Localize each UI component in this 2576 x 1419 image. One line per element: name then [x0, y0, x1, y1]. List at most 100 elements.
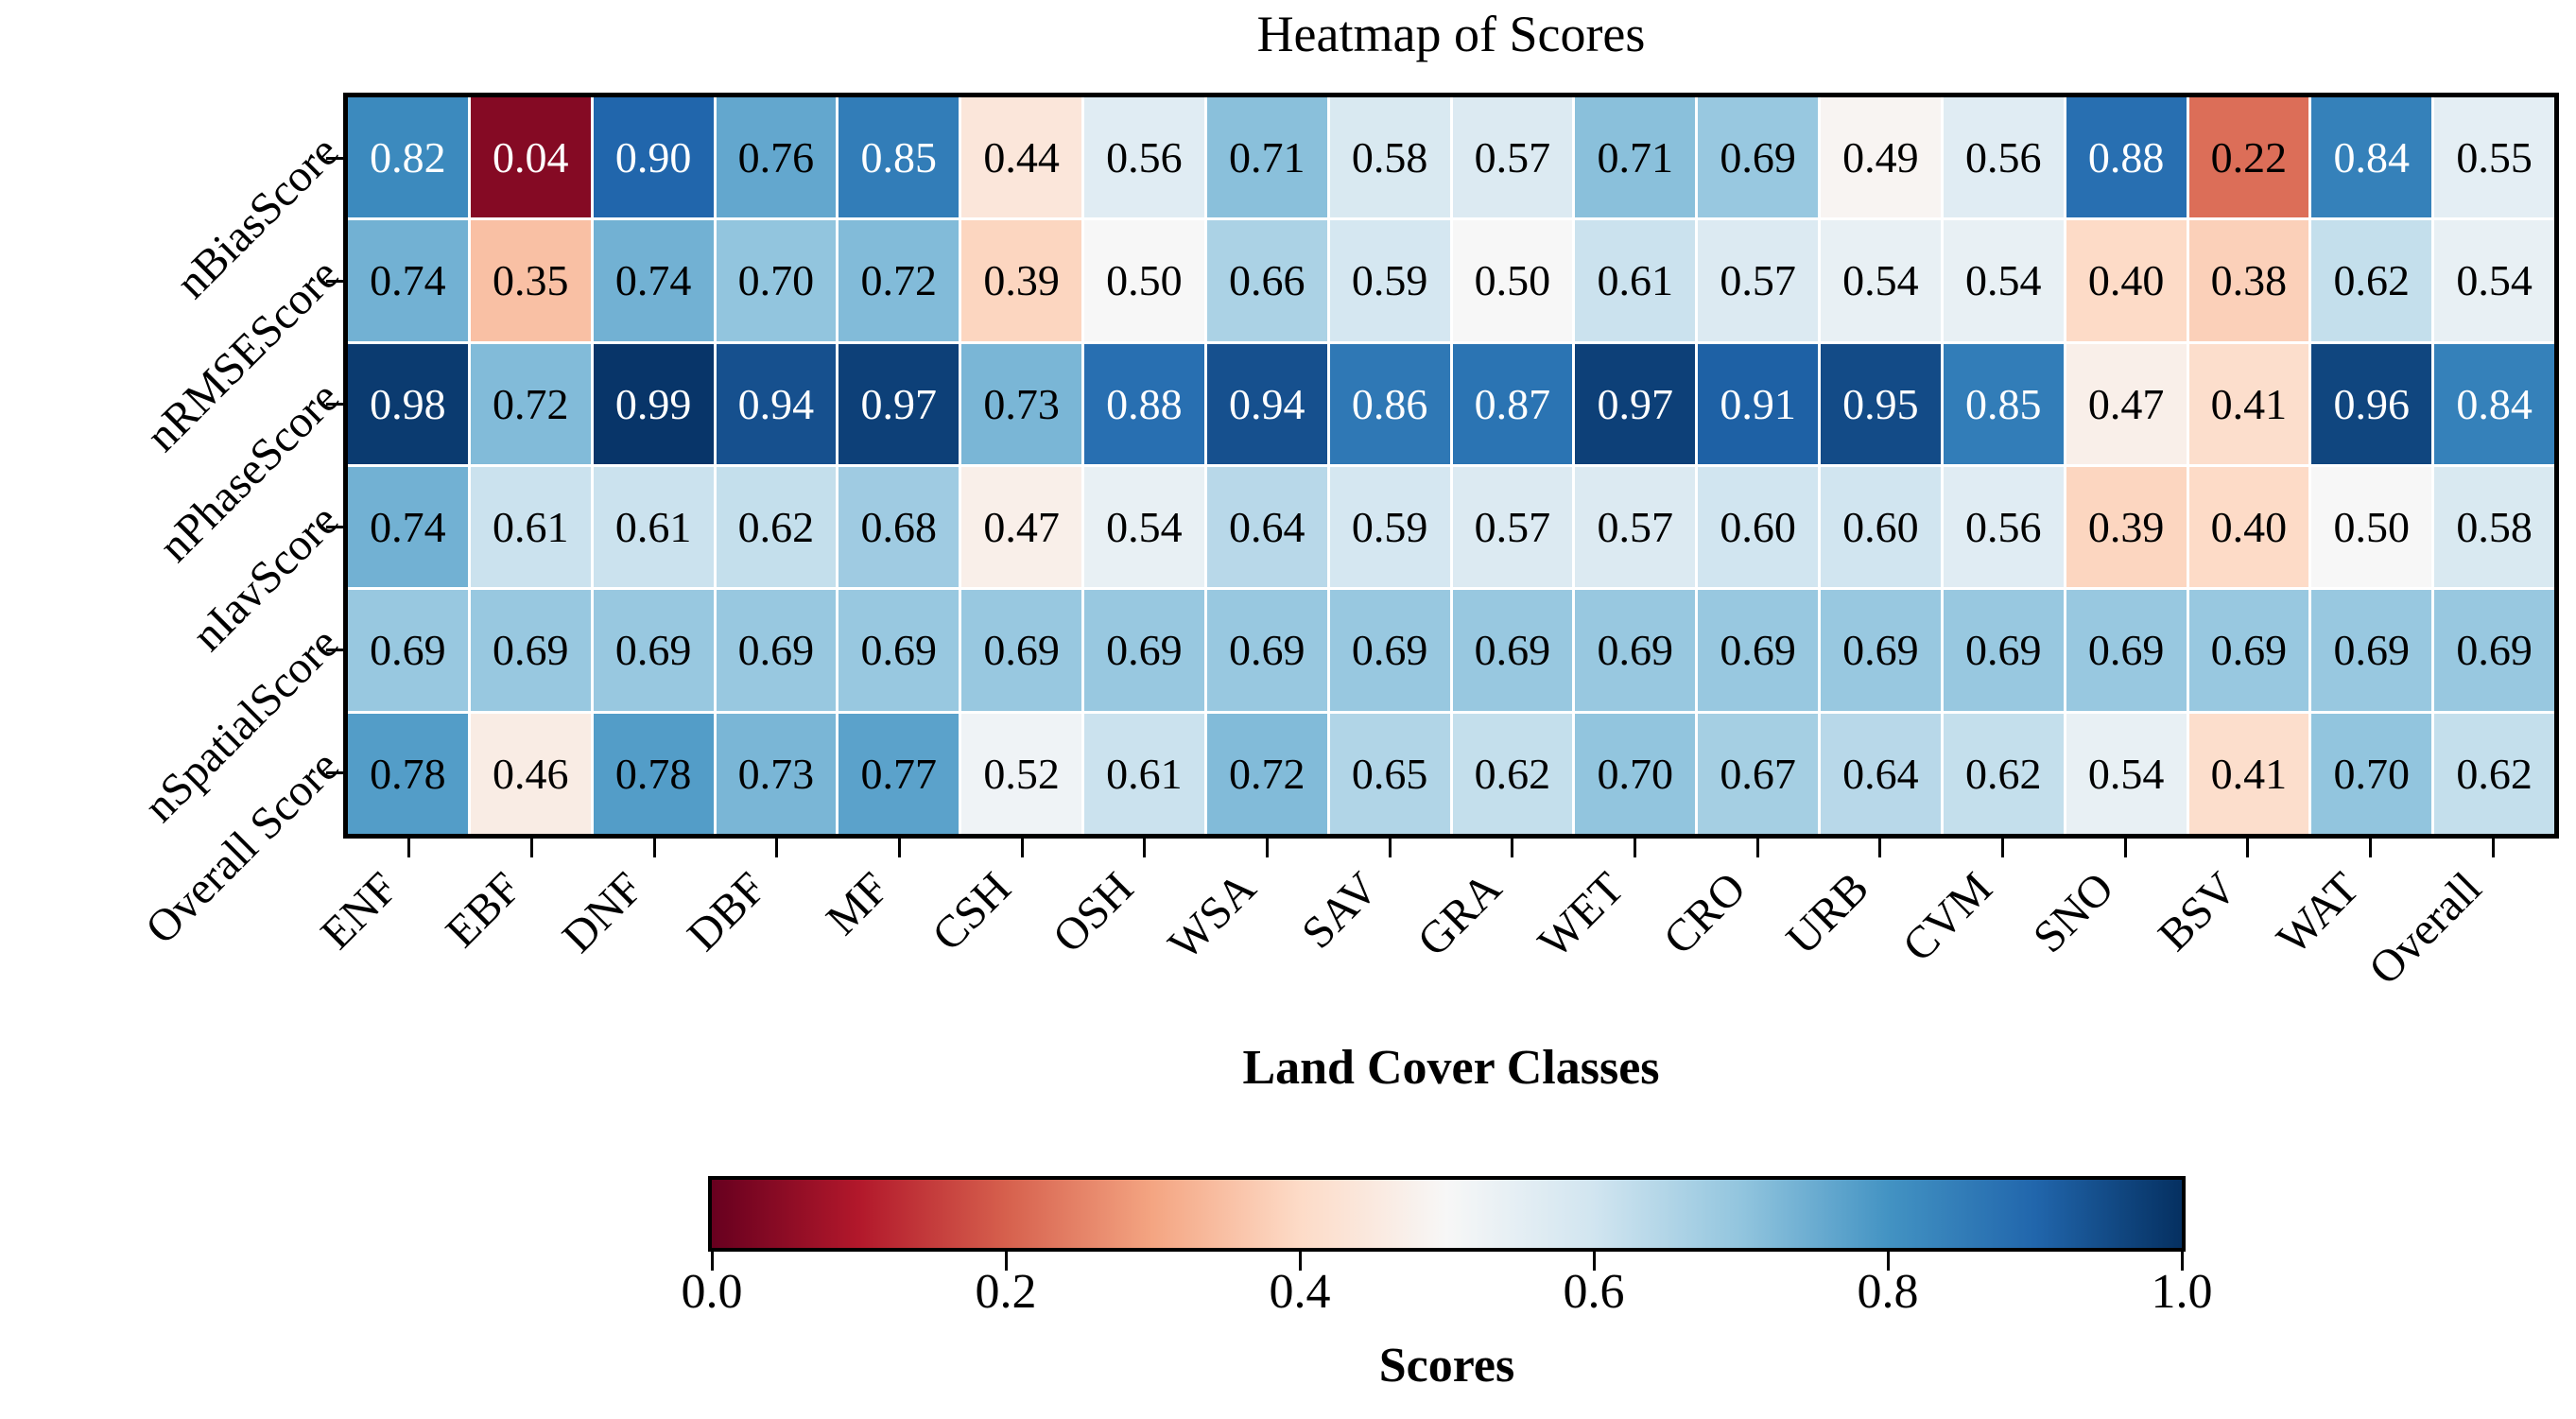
heatmap-cell: 0.41 [2188, 713, 2309, 834]
x-axis-tick [1388, 839, 1392, 857]
x-axis-tick [2123, 839, 2127, 857]
colorbar-label: Scores [1378, 1339, 1515, 1393]
x-tick-label-enf: ENF [311, 862, 407, 960]
heatmap-cell: 0.60 [1698, 467, 1818, 588]
x-axis-tick [652, 839, 656, 857]
colorbar-tick [2180, 1252, 2184, 1271]
heatmap-cell: 0.71 [1206, 97, 1327, 218]
heatmap-cell: 0.77 [838, 713, 960, 834]
heatmap-grid: 0.82 0.04 0.90 0.76 0.85 0.44 0.56 0.71 0.58 0.57… [343, 93, 2559, 839]
heatmap-cell: 0.70 [1575, 713, 1696, 834]
x-tick-label-osh: OSH [1043, 862, 1144, 963]
heatmap-cell: 0.69 [2188, 590, 2309, 711]
heatmap-cell: 0.82 [348, 97, 468, 218]
heatmap-cell: 0.69 [593, 590, 714, 711]
heatmap-cell: 0.70 [716, 220, 837, 341]
heatmap-cell: 0.50 [1452, 220, 1573, 341]
heatmap-cell: 0.72 [1206, 713, 1327, 834]
heatmap-cell: 0.69 [1575, 590, 1696, 711]
heatmap-cell: 0.87 [1452, 343, 1573, 464]
x-tick-label-cvm: CVM [1893, 862, 2002, 972]
x-tick-label-overall: Overall [2360, 862, 2492, 995]
heatmap-cell: 0.22 [2188, 97, 2309, 218]
heatmap-cell: 0.78 [593, 713, 714, 834]
heatmap-cell: 0.69 [348, 590, 468, 711]
heatmap-cell: 0.72 [470, 343, 591, 464]
x-axis-tick [775, 839, 779, 857]
heatmap-cell: 0.38 [2188, 220, 2309, 341]
heatmap-cell: 0.64 [1206, 467, 1327, 588]
chart-title: Heatmap of Scores [1256, 6, 1646, 62]
x-axis-tick [1511, 839, 1514, 857]
x-tick-label-sno: SNO [2023, 862, 2124, 963]
heatmap-cell: 0.50 [2311, 467, 2432, 588]
heatmap-cell: 0.44 [961, 97, 1081, 218]
heatmap-cell: 0.54 [2434, 220, 2554, 341]
heatmap-cell: 0.96 [2311, 343, 2432, 464]
heatmap-cell: 0.54 [1821, 220, 1941, 341]
x-tick-label-wet: WET [1528, 862, 1634, 968]
heatmap-cell: 0.86 [1329, 343, 1450, 464]
heatmap-cell: 0.68 [838, 467, 960, 588]
heatmap-cell: 0.69 [1943, 590, 2064, 711]
heatmap-cell: 0.69 [961, 590, 1081, 711]
heatmap-cell: 0.57 [1452, 97, 1573, 218]
heatmap-cell: 0.69 [2434, 590, 2554, 711]
heatmap-cell: 0.69 [1698, 590, 1818, 711]
heatmap-cell: 0.69 [1206, 590, 1327, 711]
x-axis-tick [1878, 839, 1882, 857]
heatmap-cell: 0.40 [2188, 467, 2309, 588]
heatmap-cell: 0.56 [1943, 97, 2064, 218]
heatmap-cell: 0.54 [1084, 467, 1204, 588]
heatmap-cell: 0.40 [2066, 220, 2187, 341]
heatmap-cell: 0.74 [593, 220, 714, 341]
x-axis-tick [530, 839, 533, 857]
heatmap-cell: 0.58 [1329, 97, 1450, 218]
heatmap-cell: 0.69 [2066, 590, 2187, 711]
y-axis-tick [326, 280, 343, 284]
colorbar-tick [710, 1252, 714, 1271]
heatmap-cell: 0.69 [716, 590, 837, 711]
x-axis-tick [2369, 839, 2372, 857]
x-tick-label-cro: CRO [1653, 862, 1756, 964]
y-axis-tick [326, 525, 343, 528]
heatmap-cell: 0.57 [1452, 467, 1573, 588]
x-axis-tick [1020, 839, 1024, 857]
y-axis-tick [326, 770, 343, 774]
x-tick-label-wsa: WSA [1158, 862, 1266, 970]
heatmap-cell: 0.69 [838, 590, 960, 711]
heatmap-cell: 0.66 [1206, 220, 1327, 341]
heatmap-cell: 0.73 [716, 713, 837, 834]
x-tick-label-mf: MF [816, 862, 899, 945]
heatmap-cell: 0.62 [1452, 713, 1573, 834]
heatmap-cell: 0.41 [2188, 343, 2309, 464]
heatmap-cell: 0.88 [2066, 97, 2187, 218]
x-axis-tick [2001, 839, 2004, 857]
x-axis-tick [1755, 839, 1759, 857]
heatmap-cell: 0.84 [2434, 343, 2554, 464]
heatmap-cell: 0.72 [838, 220, 960, 341]
heatmap-cell: 0.60 [1821, 467, 1941, 588]
heatmap-cell: 0.62 [2434, 713, 2554, 834]
heatmap-cell: 0.62 [1943, 713, 2064, 834]
heatmap-cell: 0.95 [1821, 343, 1941, 464]
heatmap-cell: 0.04 [470, 97, 591, 218]
heatmap-cell: 0.39 [2066, 467, 2187, 588]
colorbar-tick-label: 0.0 [681, 1265, 743, 1319]
x-axis-tick [2246, 839, 2250, 857]
heatmap-cell: 0.54 [1943, 220, 2064, 341]
heatmap-cell: 0.78 [348, 713, 468, 834]
y-axis-tick [326, 403, 343, 407]
x-axis-tick [407, 839, 411, 857]
heatmap-cell: 0.71 [1575, 97, 1696, 218]
heatmap-cell: 0.56 [1084, 97, 1204, 218]
y-axis-tick [326, 157, 343, 161]
x-tick-label-sav: SAV [1292, 862, 1389, 959]
colorbar-tick-label: 0.4 [1269, 1265, 1331, 1319]
x-tick-label-dbf: DBF [677, 862, 776, 961]
heatmap-cell: 0.74 [348, 220, 468, 341]
colorbar-tick-label: 0.8 [1857, 1265, 1919, 1319]
heatmap-cell: 0.61 [593, 467, 714, 588]
heatmap-cell: 0.70 [2311, 713, 2432, 834]
heatmap-cell: 0.39 [961, 220, 1081, 341]
